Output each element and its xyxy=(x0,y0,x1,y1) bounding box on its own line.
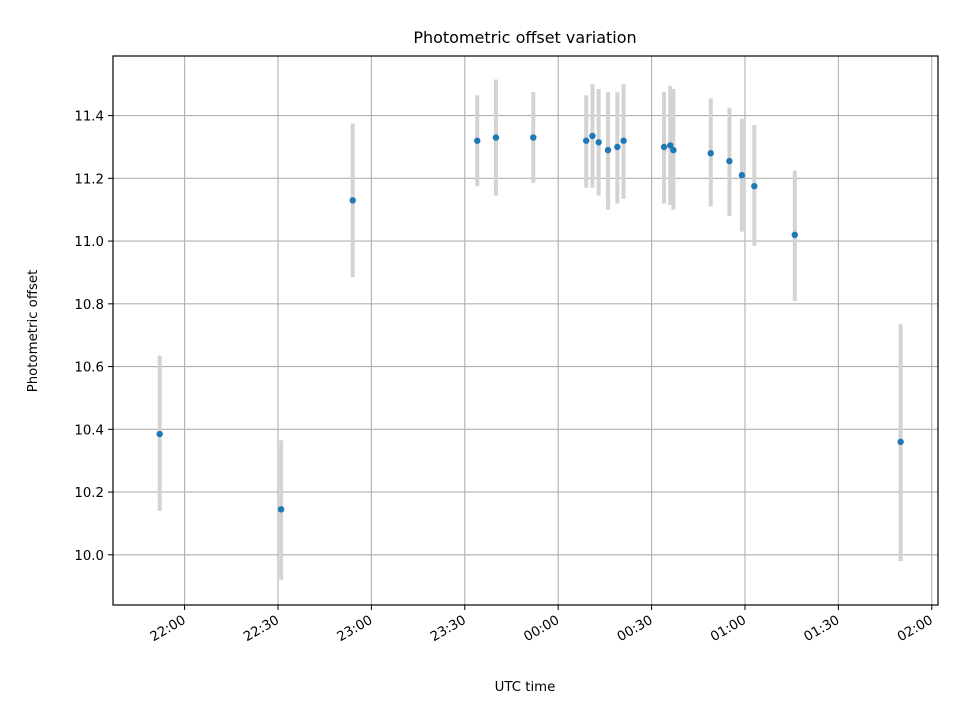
chart-title: Photometric offset variation xyxy=(413,28,636,47)
data-point xyxy=(897,438,904,446)
data-point xyxy=(614,143,621,151)
data-points xyxy=(156,132,904,513)
data-point xyxy=(156,430,163,438)
y-tick-label: 11.0 xyxy=(74,235,104,250)
x-axis-label: UTC time xyxy=(495,680,556,695)
data-point xyxy=(349,197,356,204)
data-point xyxy=(589,132,596,140)
y-tick-label: 11.2 xyxy=(74,172,104,187)
y-axis-ticks: 10.0 10.2 10.4 10.6 10.8 11.0 11.2 11.4 xyxy=(74,110,113,564)
data-point xyxy=(583,137,590,144)
data-point xyxy=(738,172,746,179)
data-point xyxy=(660,143,668,151)
data-point xyxy=(530,134,537,141)
y-tick-label: 10.2 xyxy=(74,486,104,501)
data-point xyxy=(595,139,602,146)
data-point xyxy=(277,506,285,513)
y-axis-label: Photometric offset xyxy=(26,270,41,393)
data-point xyxy=(670,146,677,154)
data-point xyxy=(474,137,481,144)
y-tick-label: 11.4 xyxy=(74,110,104,125)
data-point xyxy=(492,134,500,141)
data-point xyxy=(667,142,674,149)
y-tick-label: 10.0 xyxy=(74,549,104,564)
data-point xyxy=(707,150,714,157)
data-point xyxy=(620,137,627,144)
data-point xyxy=(604,146,612,154)
y-tick-label: 10.4 xyxy=(74,423,104,438)
data-point xyxy=(751,182,758,190)
data-point xyxy=(726,157,733,165)
y-tick-label: 10.8 xyxy=(74,298,104,313)
data-point xyxy=(791,231,798,239)
grid xyxy=(113,56,938,605)
y-tick-label: 10.6 xyxy=(74,361,104,376)
plot-area-frame xyxy=(112,55,939,606)
